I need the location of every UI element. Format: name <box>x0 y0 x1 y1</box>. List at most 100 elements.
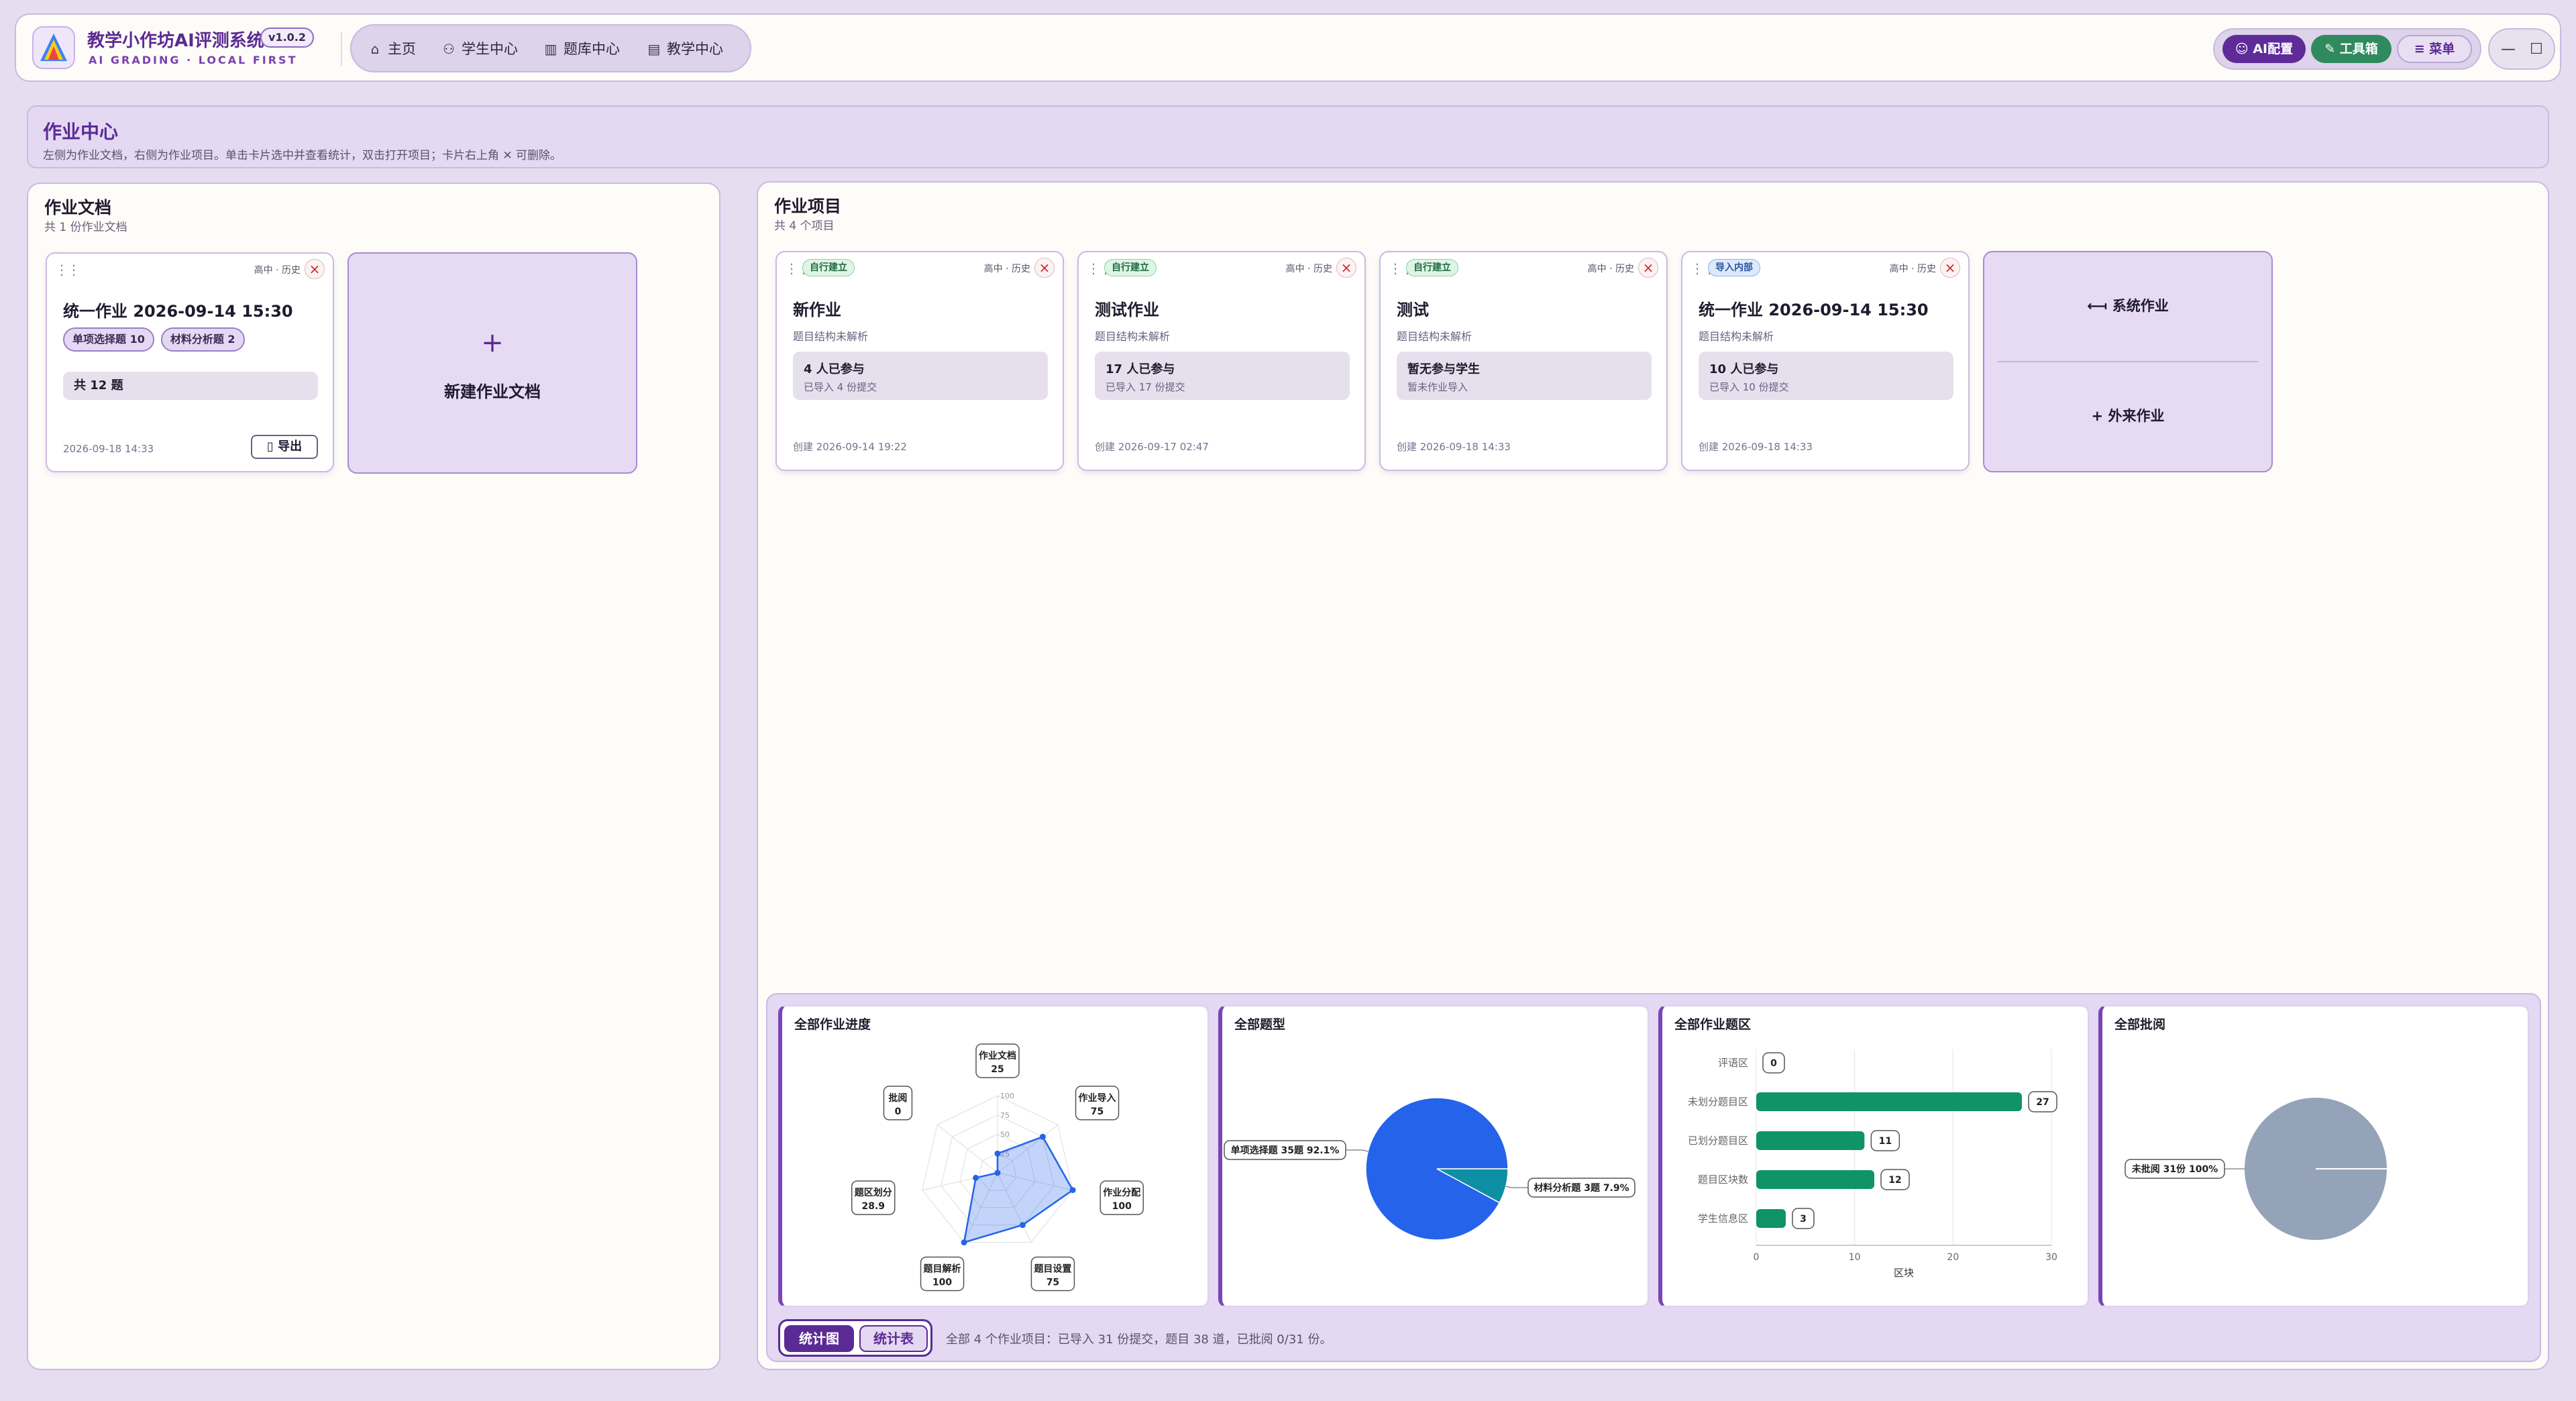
card-status: 题目结构未解析 <box>1397 330 1472 343</box>
project-actions: ⟻ 系统作业 + 外来作业 <box>1983 251 2273 472</box>
ai-icon: ☺ <box>2235 42 2253 56</box>
page-description: 左侧为作业文档，右侧为作业项目。单击卡片选中并查看统计，双击打开项目；卡片右上角… <box>43 149 562 162</box>
radar-spoke <box>963 1172 998 1243</box>
bar-value-box <box>2028 1091 2057 1112</box>
bar-value-box <box>1792 1208 1815 1229</box>
nav-item-home[interactable]: ⌂ 主页 <box>368 35 416 63</box>
submissions: 已导入 4 份提交 <box>804 381 877 393</box>
project-card[interactable]: ⋮⋮ 导入内部 高中 · 历史 × 统一作业 2026-09-14 15:30 … <box>1681 251 1970 471</box>
external-homework-button[interactable]: + 外来作业 <box>1984 362 2271 470</box>
pie-label: 材料分析题 3题 7.9% <box>1534 1182 1629 1194</box>
card-status: 题目结构未解析 <box>1699 330 1774 343</box>
bar-value-box <box>1762 1052 1785 1074</box>
radar-axis-label-box <box>1099 1180 1144 1215</box>
plus-icon: + <box>481 327 504 358</box>
card-meta: 高中 · 历史 <box>1285 264 1332 274</box>
x-tick-label: 10 <box>1849 1252 1861 1263</box>
radar-tick-label: 100 <box>1000 1092 1014 1100</box>
radar-axis-label: 75 <box>1046 1277 1059 1288</box>
radar-point <box>994 1170 1001 1176</box>
y-category-label: 已划分题目区 <box>1688 1135 1748 1147</box>
projects-subtitle: 共 4 个项目 <box>774 219 835 233</box>
question-total: 共 12 题 <box>63 372 318 400</box>
new-doc-button[interactable]: + 新建作业文档 <box>347 252 637 474</box>
books-icon: ▥ <box>544 41 557 57</box>
radar-tick-label: 75 <box>1000 1111 1010 1120</box>
delete-button[interactable]: × <box>305 259 325 279</box>
submissions: 暂未作业导入 <box>1407 381 1468 393</box>
radar-grid-ring <box>941 1114 1055 1226</box>
chart-title: 全部作业题区 <box>1674 1017 1752 1032</box>
radar-axis-label: 题目解析 <box>924 1263 961 1274</box>
card-title: 测试作业 <box>1095 301 1159 319</box>
card-meta: 高中 · 历史 <box>983 264 1030 274</box>
toolbox-button[interactable]: ✎ 工具箱 <box>2311 35 2392 63</box>
participants: 17 人已参与 <box>1106 362 1175 376</box>
pie-label-box <box>1224 1140 1346 1160</box>
y-category-label: 题目区块数 <box>1698 1174 1748 1186</box>
close-icon: × <box>309 261 321 277</box>
delete-button[interactable]: × <box>1336 258 1356 278</box>
export-button[interactable]: ▯ 导出 <box>251 435 318 459</box>
chart-view-button[interactable]: 统计图 <box>784 1325 854 1352</box>
table-view-button[interactable]: 统计表 <box>859 1325 928 1352</box>
radar-axis-label: 题目设置 <box>1034 1263 1071 1274</box>
nav-item-teaching[interactable]: ▤ 教学中心 <box>647 35 723 63</box>
students-icon: ⚇ <box>443 41 455 57</box>
nav-item-label: 题库中心 <box>564 41 620 57</box>
bar-value-label: 27 <box>2036 1097 2049 1108</box>
radar-axis-label: 批阅 <box>888 1092 907 1104</box>
radar-axis-label: 作业文档 <box>979 1050 1016 1061</box>
docs-panel: 作业文档 共 1 份作业文档 ⋮⋮ 高中 · 历史 × 统一作业 2026-09… <box>27 183 720 1370</box>
radar-tick-label: 50 <box>1000 1131 1010 1139</box>
pie-label-box <box>2125 1159 2225 1179</box>
participation-box: 4 人已参与 已导入 4 份提交 <box>793 352 1048 400</box>
radar-spoke <box>997 1172 1032 1243</box>
close-icon: × <box>1642 260 1654 276</box>
bar <box>1756 1170 1874 1189</box>
card-date: 创建 2026-09-14 19:22 <box>793 441 907 453</box>
project-card[interactable]: ⋮⋮ 自行建立 高中 · 历史 × 测试 题目结构未解析 暂无参与学生 暂未作业导… <box>1379 251 1668 471</box>
card-date: 创建 2026-09-18 14:33 <box>1699 441 1813 453</box>
y-category-label: 学生信息区 <box>1698 1212 1748 1225</box>
nav-item-label: 学生中心 <box>462 41 518 57</box>
chart-title: 全部批阅 <box>2114 1017 2166 1032</box>
project-card[interactable]: ⋮⋮ 自行建立 高中 · 历史 × 测试作业 题目结构未解析 17 人已参与 已导… <box>1077 251 1366 471</box>
maximize-icon[interactable]: ☐ <box>2530 41 2543 58</box>
participation-box: 10 人已参与 已导入 10 份提交 <box>1699 352 1953 400</box>
radar-axis-label-box <box>851 1180 896 1215</box>
nav-item-students[interactable]: ⚇ 学生中心 <box>441 35 518 63</box>
header-divider <box>341 32 342 66</box>
bar-value-box <box>1870 1130 1900 1151</box>
participants: 暂无参与学生 <box>1407 362 1480 376</box>
radar-axis-label: 25 <box>991 1064 1004 1075</box>
delete-button[interactable]: × <box>1940 258 1960 278</box>
drag-handle-icon[interactable]: ⋮⋮ <box>55 262 80 278</box>
delete-button[interactable]: × <box>1638 258 1658 278</box>
pencil-icon: ✎ <box>2324 42 2340 56</box>
x-tick-label: 30 <box>2045 1252 2057 1263</box>
nav-item-label: 教学中心 <box>667 41 723 57</box>
system-homework-button[interactable]: ⟻ 系统作业 <box>1984 252 2271 360</box>
x-tick-label: 20 <box>1947 1252 1959 1263</box>
ai-config-button[interactable]: ☺ AI配置 <box>2222 35 2306 63</box>
radar-axis-label: 100 <box>1112 1201 1132 1212</box>
radar-axis-label: 0 <box>895 1106 902 1117</box>
bar-value-label: 3 <box>1800 1214 1807 1225</box>
system-homework-label: 系统作业 <box>2112 298 2169 314</box>
plus-icon: + <box>2091 408 2108 424</box>
delete-button[interactable]: × <box>1034 258 1055 278</box>
doc-card[interactable]: ⋮⋮ 高中 · 历史 × 统一作业 2026-09-14 15:30 单项选择题… <box>46 252 334 472</box>
minimize-icon[interactable]: — <box>2501 41 2516 58</box>
pie-label: 未批阅 31份 100% <box>2132 1163 2218 1175</box>
question-type-pie-card: 全部题型 单项选择题 35题 92.1% 材料分析题 3题 7.9% <box>1218 1005 1649 1307</box>
nav-item-question-bank[interactable]: ▥ 题库中心 <box>543 35 620 63</box>
radar-axis-label-box <box>920 1256 965 1292</box>
project-card[interactable]: ⋮⋮ 自行建立 高中 · 历史 × 新作业 题目结构未解析 4 人已参与 已导入 … <box>775 251 1064 471</box>
radar-series-area <box>963 1135 1074 1244</box>
card-title: 测试 <box>1397 301 1429 319</box>
menu-button[interactable]: ≡ 菜单 <box>2397 35 2472 63</box>
radar-axis-label: 题区划分 <box>855 1187 892 1198</box>
radar-spoke <box>997 1172 1073 1191</box>
bar-value-label: 12 <box>1888 1175 1901 1186</box>
